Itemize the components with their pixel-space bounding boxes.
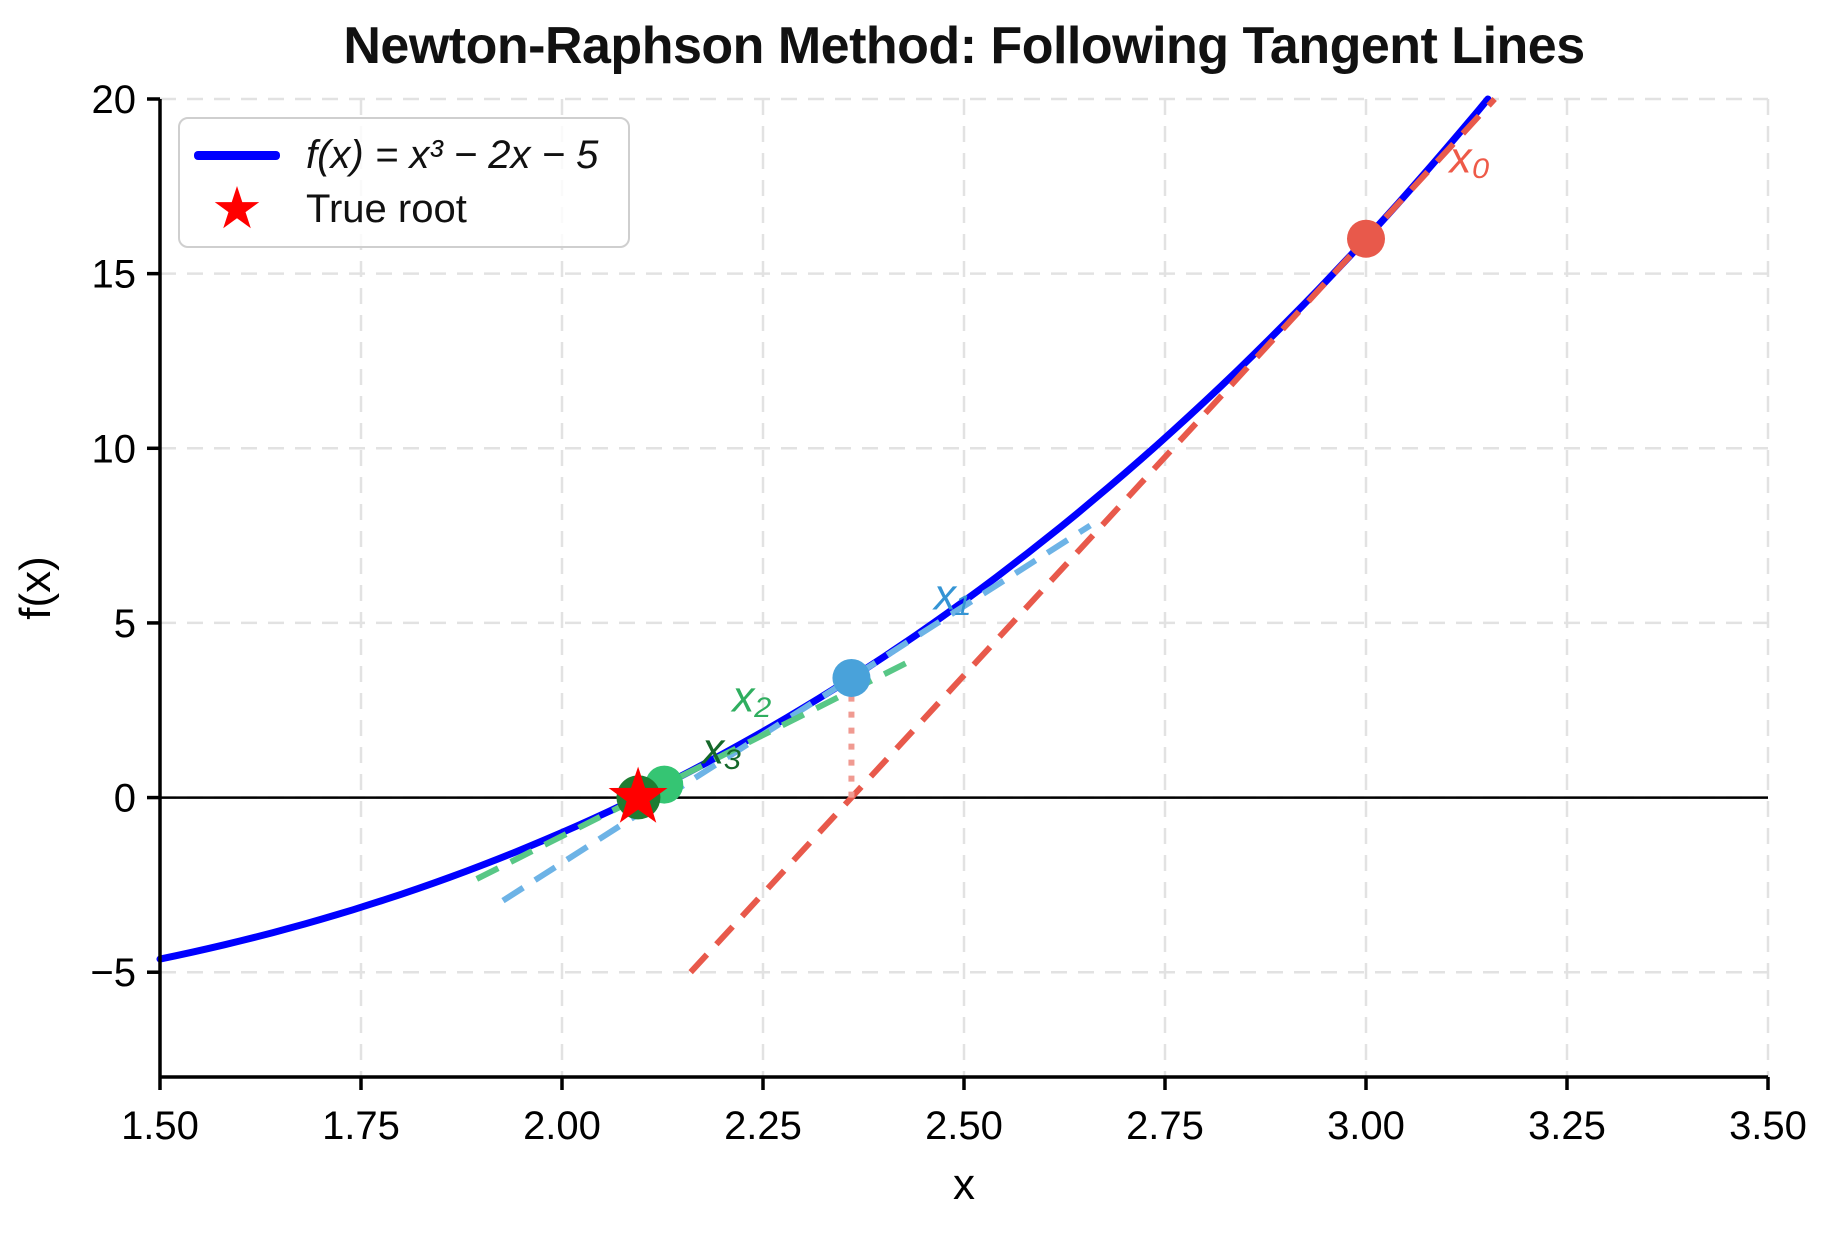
- x-axis-label: x: [953, 1160, 975, 1209]
- x-tick-label: 2.25: [724, 1104, 802, 1148]
- x-tick-label: 3.25: [1528, 1104, 1606, 1148]
- star-icon: ★: [211, 176, 263, 242]
- y-tick-label: 20: [92, 78, 137, 122]
- tangent-line: [475, 657, 914, 882]
- legend-function-label: f(x) = x³ − 2x − 5: [306, 133, 599, 178]
- y-tick-label: 5: [114, 602, 136, 646]
- x-tick-label: 2.75: [1126, 1104, 1204, 1148]
- y-tick-label: −5: [90, 951, 136, 995]
- annotation-x₀: x₀: [1447, 133, 1490, 182]
- x-tick-label: 3.00: [1327, 1104, 1405, 1148]
- iteration-point: [1347, 219, 1385, 258]
- y-tick-label: 0: [114, 777, 136, 821]
- chart-title: Newton-Raphson Method: Following Tangent…: [343, 17, 1585, 75]
- legend: f(x) = x³ − 2x − 5 ★ True root: [178, 117, 630, 248]
- x-tick-label: 3.50: [1729, 1104, 1807, 1148]
- annotation-x₂: x₂: [730, 673, 771, 722]
- y-tick-label: 15: [92, 253, 137, 297]
- y-tick-label: 10: [92, 427, 137, 471]
- x-tick-label: 1.50: [121, 1104, 199, 1148]
- x-tick-label: 2.50: [925, 1104, 1003, 1148]
- iteration-point: [832, 658, 871, 697]
- annotation-x₁: x₁: [932, 571, 970, 620]
- function-line-swatch: [194, 151, 280, 161]
- true-root-star: [608, 766, 668, 823]
- tangent-line: [501, 522, 1092, 904]
- y-axis-label: f(x): [11, 556, 60, 620]
- x-tick-label: 1.75: [322, 1104, 400, 1148]
- legend-item-true-root: ★ True root: [194, 176, 614, 242]
- legend-true-root-label: True root: [306, 186, 467, 231]
- annotation-x₃: x₃: [700, 725, 741, 774]
- x-tick-label: 2.00: [523, 1104, 601, 1148]
- legend-item-function: f(x) = x³ − 2x − 5: [194, 129, 614, 183]
